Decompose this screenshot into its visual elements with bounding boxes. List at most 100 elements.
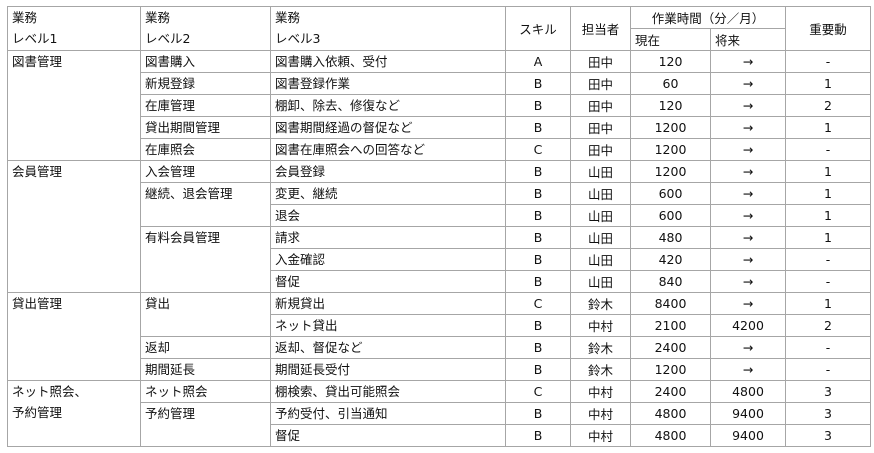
future-cell: → [709,72,787,95]
level1-text: 予約管理 [12,405,63,420]
header-cell: 業務レベル2 [140,6,271,51]
level3-cell: 会員登録 [270,160,506,183]
level3-cell: ネット貸出 [270,314,506,337]
future-cell: → [709,270,787,293]
header-text: レベル3 [275,31,321,46]
current-cell: 1200 [630,160,711,183]
level1-cell: 図書管理 [7,50,141,161]
owner-cell: 田中 [570,94,631,117]
future-cell: → [709,182,787,205]
skill-cell: C [505,380,571,403]
importance-cell: 3 [785,402,872,425]
level1-text: 貸出管理 [12,296,63,311]
importance-cell: 1 [785,292,872,315]
level1-cell: ネット照会、 予約管理 [7,380,141,447]
importance-cell: 1 [785,226,872,249]
level2-cell: ネット照会 [140,380,271,403]
skill-cell: B [505,336,571,359]
level1-text: 図書管理 [12,54,63,69]
current-cell: 1200 [630,138,711,161]
owner-cell: 鈴木 [570,358,631,381]
skill-cell: C [505,292,571,315]
table-row: 退会 B 山田 600 → 1 [8,204,872,227]
importance-cell: 1 [785,182,872,205]
current-cell: 8400 [630,292,711,315]
header-text: 業務 [145,10,171,25]
owner-cell: 中村 [570,424,631,447]
importance-cell: 1 [785,160,872,183]
header-row: 業務 レベル1 業務 レベル2 業務 レベル3 スキル 担当者 作業時間（分／月） 重… [7,6,872,51]
future-cell: 4200 [709,314,787,337]
skill-cell: B [505,116,571,139]
work-table: 業務 レベル1 業務 レベル2 業務 レベル3 スキル 担当者 作業時間（分／月） 重… [7,6,872,447]
table-row: 督促 B 山田 840 → - [8,270,872,293]
table-row: 貸出管理 貸出 新規貸出 C 鈴木 8400 → 1 [7,292,872,381]
level3-cell: 請求 [270,226,506,249]
current-cell: 4800 [630,402,711,425]
level3-cell: 図書登録作業 [270,72,506,95]
current-cell: 420 [630,248,711,271]
table-row: 予約管理 予約受付、引当通知 B 中村 4800 9400 3 [8,402,872,447]
future-cell: 9400 [709,424,787,447]
table-row: ネット貸出 B 中村 2100 4200 2 [8,314,872,337]
current-cell: 1200 [630,116,711,139]
future-cell: → [709,248,787,271]
level3-cell: 入金確認 [270,248,506,271]
importance-cell: 1 [785,116,872,139]
owner-cell: 山田 [570,226,631,249]
level3-cell: 棚卸、除去、修復など [270,94,506,117]
owner-cell: 中村 [570,380,631,403]
future-cell: → [709,358,787,381]
table-row: ネット照会、 予約管理 ネット照会 棚検索、貸出可能照会 C 中村 2400 4800 3 [7,380,872,447]
header-cell: スキル [505,6,571,51]
current-cell: 840 [630,270,711,293]
level3-cell: 変更、継続 [270,182,506,205]
skill-cell: B [505,94,571,117]
importance-cell: 3 [785,380,872,403]
owner-cell: 山田 [570,160,631,183]
header-text: レベル2 [145,31,191,46]
owner-cell: 鈴木 [570,292,631,315]
current-cell: 4800 [630,424,711,447]
importance-cell: - [785,50,872,73]
owner-cell: 中村 [570,314,631,337]
current-cell: 1200 [630,358,711,381]
level3-cell: 図書期間経過の督促など [270,116,506,139]
header-cell: 作業時間（分／月） [629,6,787,29]
current-cell: 600 [630,182,711,205]
table-row: 督促 B 中村 4800 9400 3 [8,424,872,447]
importance-cell: 1 [785,204,872,227]
owner-cell: 山田 [570,270,631,293]
current-cell: 2400 [630,380,711,403]
owner-cell: 中村 [570,402,631,425]
level2-cell: 在庫管理 [140,94,271,117]
current-cell: 480 [630,226,711,249]
owner-cell: 田中 [570,138,631,161]
level3-cell: 図書購入依頼、受付 [270,50,506,73]
owner-cell: 田中 [570,50,631,73]
future-cell: → [709,116,787,139]
future-cell: 9400 [709,402,787,425]
owner-cell: 田中 [570,72,631,95]
future-cell: → [709,226,787,249]
future-cell: → [709,336,787,359]
importance-cell: - [785,270,872,293]
table-row: 期間延長 期間延長受付 B 鈴木 1200 → - [8,358,872,381]
owner-cell: 山田 [570,248,631,271]
level2-cell: 入会管理 [140,160,271,183]
level3-cell: 予約受付、引当通知 [270,402,506,425]
level2-cell: 有料会員管理 [140,226,271,293]
level2-cell: 予約管理 [140,402,271,447]
future-cell: → [709,160,787,183]
header-text: レベル1 [12,31,58,46]
level2-cell: 貸出 [140,292,271,337]
owner-cell: 山田 [570,182,631,205]
skill-cell: B [505,226,571,249]
level2-cell: 貸出期間管理 [140,116,271,139]
header-cell: 業務 レベル3 [270,6,506,51]
table-row: 在庫照会 図書在庫照会への回答など C 田中 1200 → - [8,138,872,161]
skill-cell: B [505,358,571,381]
level3-cell: 督促 [270,424,506,447]
importance-cell: - [785,248,872,271]
importance-cell: 2 [785,314,872,337]
